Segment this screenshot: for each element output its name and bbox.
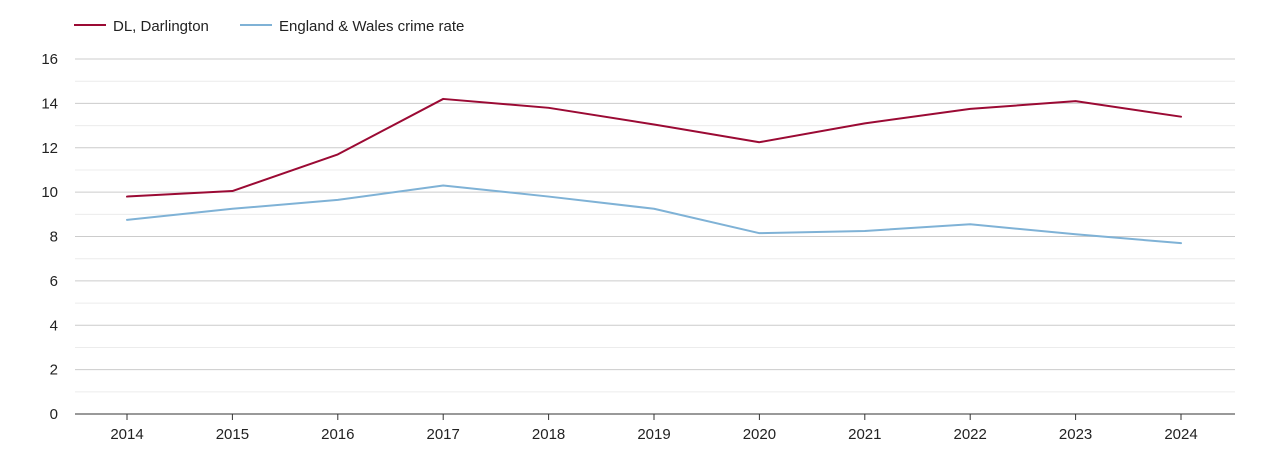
x-tick-label: 2015 bbox=[216, 426, 249, 443]
data-point-darlington[interactable] bbox=[756, 139, 762, 145]
data-point-england-wales[interactable] bbox=[862, 228, 868, 234]
legend-label-england-wales: England & Wales crime rate bbox=[279, 18, 464, 35]
data-point-darlington[interactable] bbox=[651, 121, 657, 127]
y-tick-label: 0 bbox=[50, 406, 58, 423]
grid bbox=[75, 58, 1235, 393]
data-point-darlington[interactable] bbox=[1178, 114, 1184, 120]
data-point-darlington[interactable] bbox=[440, 96, 446, 102]
data-point-england-wales[interactable] bbox=[756, 230, 762, 236]
series-line-darlington[interactable] bbox=[126, 97, 1182, 198]
data-point-darlington[interactable] bbox=[862, 120, 868, 126]
legend-label-darlington: DL, Darlington bbox=[113, 18, 209, 35]
x-tick-label: 2018 bbox=[532, 426, 565, 443]
data-point-darlington[interactable] bbox=[335, 151, 341, 157]
data-point-darlington[interactable] bbox=[124, 194, 130, 200]
data-point-england-wales[interactable] bbox=[229, 206, 235, 212]
y-tick-label: 2 bbox=[50, 362, 58, 379]
data-point-england-wales[interactable] bbox=[651, 206, 657, 212]
x-tick-label: 2023 bbox=[1059, 426, 1092, 443]
y-tick-label: 10 bbox=[41, 184, 58, 201]
x-tick-label: 2014 bbox=[110, 426, 143, 443]
y-tick-label: 12 bbox=[41, 140, 58, 157]
data-point-england-wales[interactable] bbox=[1073, 231, 1079, 237]
legend-item-england-wales[interactable]: England & Wales crime rate bbox=[240, 18, 464, 35]
axes: 0 2 4 6 8 10 12 14 16 2014 2015 2016 2017 2018 2019 202… bbox=[41, 51, 1235, 443]
data-point-darlington[interactable] bbox=[229, 188, 235, 194]
series bbox=[124, 96, 1184, 246]
data-point-england-wales[interactable] bbox=[1178, 240, 1184, 246]
data-point-england-wales[interactable] bbox=[335, 197, 341, 203]
y-tick-label: 8 bbox=[50, 229, 58, 246]
data-point-england-wales[interactable] bbox=[440, 182, 446, 188]
data-point-darlington[interactable] bbox=[1073, 98, 1079, 104]
y-tick-label: 6 bbox=[50, 273, 58, 290]
x-tick-label: 2016 bbox=[321, 426, 354, 443]
x-tick-label: 2021 bbox=[848, 426, 881, 443]
x-tick-label: 2022 bbox=[954, 426, 987, 443]
data-point-darlington[interactable] bbox=[546, 105, 552, 111]
data-point-england-wales[interactable] bbox=[967, 221, 973, 227]
data-point-darlington[interactable] bbox=[967, 106, 973, 112]
series-line-england-wales[interactable] bbox=[126, 184, 1182, 245]
y-tick-label: 4 bbox=[50, 317, 58, 334]
data-point-england-wales[interactable] bbox=[546, 194, 552, 200]
legend-item-darlington[interactable]: DL, Darlington bbox=[74, 18, 209, 35]
x-tick-label: 2017 bbox=[427, 426, 460, 443]
data-point-england-wales[interactable] bbox=[124, 217, 130, 223]
y-tick-label: 16 bbox=[41, 51, 58, 68]
x-tick-label: 2019 bbox=[637, 426, 670, 443]
x-tick-label: 2020 bbox=[743, 426, 776, 443]
y-tick-label: 14 bbox=[41, 95, 58, 112]
legend: DL, Darlington England & Wales crime rat… bbox=[74, 18, 464, 35]
x-tick-label: 2024 bbox=[1164, 426, 1197, 443]
